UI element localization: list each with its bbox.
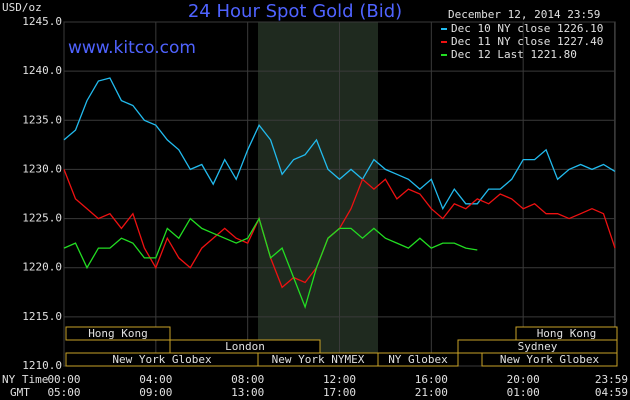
session-box — [65, 326, 171, 341]
x-tick-label: 23:59 — [595, 373, 628, 386]
x-tick-label: 00:00 — [47, 373, 80, 386]
y-tick-label: 1210.0 — [22, 359, 62, 372]
y-tick-label: 1215.0 — [22, 310, 62, 323]
legend-label: Dec 12 Last 1221.80 — [451, 48, 577, 61]
session-box — [377, 352, 459, 367]
x2-tick-label: 13:00 — [231, 386, 264, 399]
x2-axis-label: GMT — [10, 386, 30, 399]
timestamp: December 12, 2014 23:59 — [448, 8, 600, 21]
y-tick-label: 1225.0 — [22, 212, 62, 225]
legend-label: Dec 10 NY close 1226.10 — [451, 22, 603, 35]
x2-tick-label: 21:00 — [415, 386, 448, 399]
session-label: Hong Kong — [537, 327, 597, 340]
nymex-shade — [258, 22, 378, 366]
session-label: NY Globex — [388, 353, 448, 366]
source: www.kitco.com — [68, 38, 196, 58]
x-tick-label: 12:00 — [323, 373, 356, 386]
session-label: Sydney — [518, 340, 558, 353]
series-line — [63, 77, 616, 211]
y-tick-label: 1230.0 — [22, 162, 62, 175]
y-tick-label: 1245.0 — [22, 15, 62, 28]
x2-tick-label: 17:00 — [323, 386, 356, 399]
session-box — [481, 352, 618, 367]
x2-tick-label: 01:00 — [507, 386, 540, 399]
y-tick-label: 1220.0 — [22, 261, 62, 274]
x-tick-label: 04:00 — [139, 373, 172, 386]
session-label: London — [225, 340, 265, 353]
y-tick-label: 1235.0 — [22, 113, 62, 126]
x-tick-label: 20:00 — [507, 373, 540, 386]
session-label: Hong Kong — [88, 327, 148, 340]
x-tick-label: 16:00 — [415, 373, 448, 386]
session-label: New York Globex — [112, 353, 212, 366]
y-axis-label: USD/oz — [2, 1, 42, 14]
x2-tick-label: 09:00 — [139, 386, 172, 399]
series-line — [63, 216, 478, 310]
x2-tick-label: 05:00 — [47, 386, 80, 399]
sessions: Hong Kong London New York Globex New York N… — [65, 326, 618, 367]
session-box — [515, 326, 618, 341]
x-axis-label: NY Time — [2, 373, 48, 386]
legend-label: Dec 11 NY close 1227.40 — [451, 35, 603, 48]
y-tick-label: 1240.0 — [22, 64, 62, 77]
x2-tick-label: 04:59 — [595, 386, 628, 399]
chart-title: 24 Hour Spot Gold (Bid) — [188, 1, 402, 22]
x-tick-label: 08:00 — [231, 373, 264, 386]
session-label: New York NYMEX — [272, 353, 365, 366]
lines — [63, 77, 616, 310]
session-label: New York Globex — [500, 353, 600, 366]
